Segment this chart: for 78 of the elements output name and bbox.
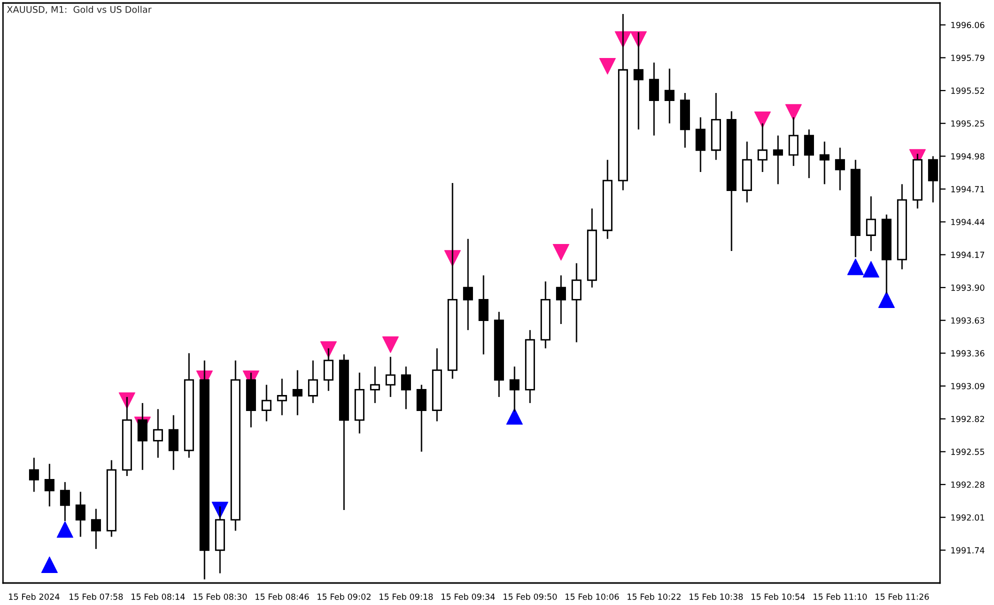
x-tick-label: 15 Feb 10:22 xyxy=(628,593,681,600)
x-tick-label: 15 Feb 09:50 xyxy=(504,593,557,600)
y-tick-label: 1993.90 xyxy=(951,284,984,291)
point xyxy=(754,111,771,128)
y-tick-label: 1994.71 xyxy=(951,186,984,192)
candlestick xyxy=(153,408,163,458)
y-tick-label: 1993.09 xyxy=(951,383,984,390)
candlestick xyxy=(262,384,272,422)
y-tick-label: 1993.63 xyxy=(951,317,984,324)
candlestick xyxy=(463,238,473,331)
point xyxy=(41,556,58,574)
candlestick xyxy=(866,196,876,252)
x-tick-label: 15 Feb 2024 xyxy=(8,593,60,600)
candlestick xyxy=(773,134,783,185)
y-tick-label: 1992.01 xyxy=(951,514,984,521)
x-tick-label: 15 Feb 11:10 xyxy=(814,593,867,600)
candlestick xyxy=(478,274,488,356)
candlestick xyxy=(820,140,830,185)
y-tick-label: 1993.36 xyxy=(951,350,984,356)
x-tick-label: 15 Feb 11:26 xyxy=(876,593,929,600)
candlestick xyxy=(29,457,39,492)
point xyxy=(878,291,895,308)
y-tick-label: 1994.44 xyxy=(951,218,984,226)
point xyxy=(506,408,523,425)
candlestick xyxy=(386,356,396,398)
x-tick-label: 15 Feb 07:58 xyxy=(70,593,123,600)
point xyxy=(847,258,864,276)
candlestick xyxy=(835,147,845,191)
point xyxy=(862,261,880,278)
x-tick-label: 15 Feb 08:30 xyxy=(194,593,247,600)
chart-title: XAUUSD, M1: Gold vs US Dollar xyxy=(7,6,152,14)
x-tick-label: 15 Feb 09:18 xyxy=(380,593,433,600)
x-tick-label: 15 Feb 10:06 xyxy=(566,593,619,600)
candlestick xyxy=(696,116,706,173)
candlestick xyxy=(370,366,380,404)
candlestick xyxy=(649,62,659,136)
candlestick xyxy=(138,402,148,471)
candlestick xyxy=(277,378,287,416)
x-tick-label: 15 Feb 09:02 xyxy=(318,593,371,600)
point xyxy=(785,104,802,121)
y-tick-label: 1992.28 xyxy=(951,481,984,488)
candlestick xyxy=(91,508,101,550)
candlestick xyxy=(804,128,814,179)
candlestick xyxy=(401,366,411,410)
candlestick xyxy=(556,274,566,325)
x-tick-label: 15 Feb 10:38 xyxy=(690,593,743,600)
candlestick xyxy=(44,463,54,508)
candlestick xyxy=(788,116,798,167)
point xyxy=(599,58,616,74)
candlestick xyxy=(308,360,318,404)
y-tick-label: 1992.55 xyxy=(951,448,984,455)
point xyxy=(118,392,136,409)
y-tick-label: 1992.82 xyxy=(951,416,984,422)
y-tick-label: 1994.98 xyxy=(951,153,984,160)
candlestick xyxy=(416,384,426,452)
point xyxy=(56,521,74,538)
candlestick xyxy=(76,491,86,538)
y-tick-label: 1996.06 xyxy=(951,22,984,28)
point xyxy=(382,336,399,353)
candlestick xyxy=(324,348,334,392)
x-tick-label: 15 Feb 10:54 xyxy=(752,593,805,600)
candlestick xyxy=(664,68,674,124)
x-tick-label: 15 Feb 08:14 xyxy=(132,593,185,600)
candlestick xyxy=(168,414,178,471)
candlestick xyxy=(572,262,582,343)
y-tick-label: 1994.17 xyxy=(951,252,984,258)
x-tick-label: 15 Feb 08:46 xyxy=(256,593,309,600)
candlestick xyxy=(510,366,520,412)
y-tick-label: 1995.25 xyxy=(951,120,984,127)
x-tick-label: 15 Feb 09:34 xyxy=(442,593,495,600)
candlestick xyxy=(292,370,302,416)
candlestick xyxy=(60,481,70,522)
y-tick-label: 1995.52 xyxy=(951,88,984,94)
y-tick-label: 1995.79 xyxy=(951,54,984,61)
y-tick-label: 1991.74 xyxy=(951,547,984,554)
point xyxy=(552,244,570,261)
candlestick xyxy=(758,122,768,173)
candlestick xyxy=(634,31,644,130)
